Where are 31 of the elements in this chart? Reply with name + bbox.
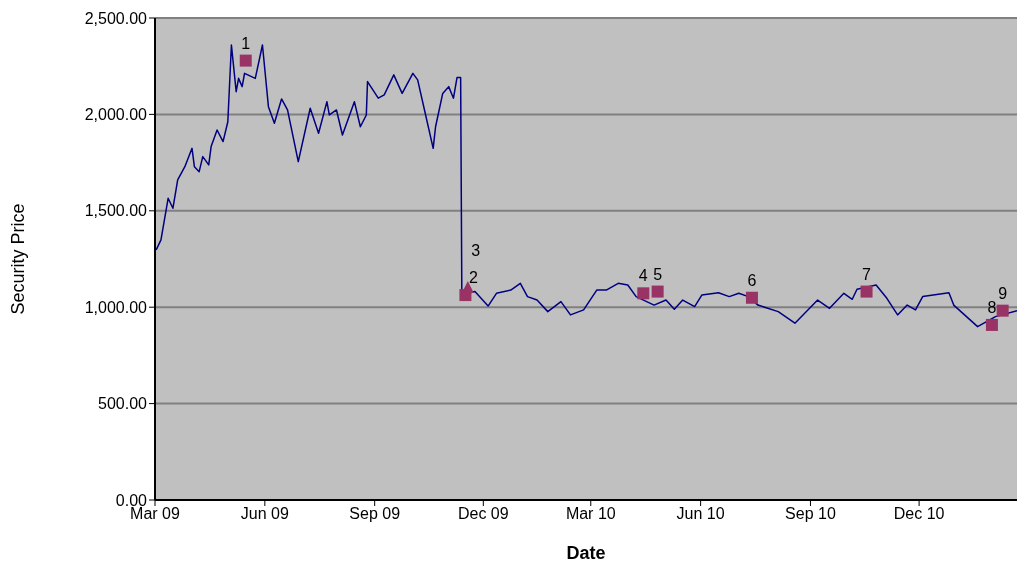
annotation: 8: [987, 298, 997, 316]
annotation: 4: [638, 267, 648, 285]
point: [637, 287, 650, 300]
annotation: 1: [241, 34, 251, 52]
y-tick-label: 1,500.00: [84, 202, 148, 220]
x-tick-label: Sep 09: [349, 505, 401, 523]
annotation: 5: [653, 265, 663, 283]
point: [239, 54, 252, 67]
y-tick-label: 500.00: [98, 395, 148, 413]
y-tick-label: 1,000.00: [84, 298, 148, 316]
annotation: 6: [747, 271, 757, 289]
point: [996, 304, 1009, 317]
point: [985, 318, 998, 331]
x-tick-label: Mar 09: [130, 505, 180, 523]
x-axis-title: Date: [566, 543, 606, 563]
point: [651, 285, 664, 298]
annotation: 9: [998, 284, 1008, 302]
annotation: 2: [468, 269, 478, 287]
annotation: 7: [862, 265, 872, 283]
y-tick-label: 2,500.00: [84, 9, 148, 27]
x-tick-label: Jun 10: [676, 505, 725, 523]
x-tick-label: Jun 09: [240, 505, 289, 523]
y-tick-label: 2,000.00: [84, 106, 148, 124]
x-tick-label: Sep 10: [785, 505, 836, 523]
annotation: 3: [471, 241, 481, 259]
point: [745, 291, 758, 304]
y-axis-title: Security Price: [8, 203, 29, 315]
point: [860, 285, 873, 298]
x-tick-label: Mar 10: [565, 505, 616, 523]
x-tick-label: Dec 09: [457, 505, 509, 523]
x-tick-label: Dec 10: [893, 505, 945, 523]
